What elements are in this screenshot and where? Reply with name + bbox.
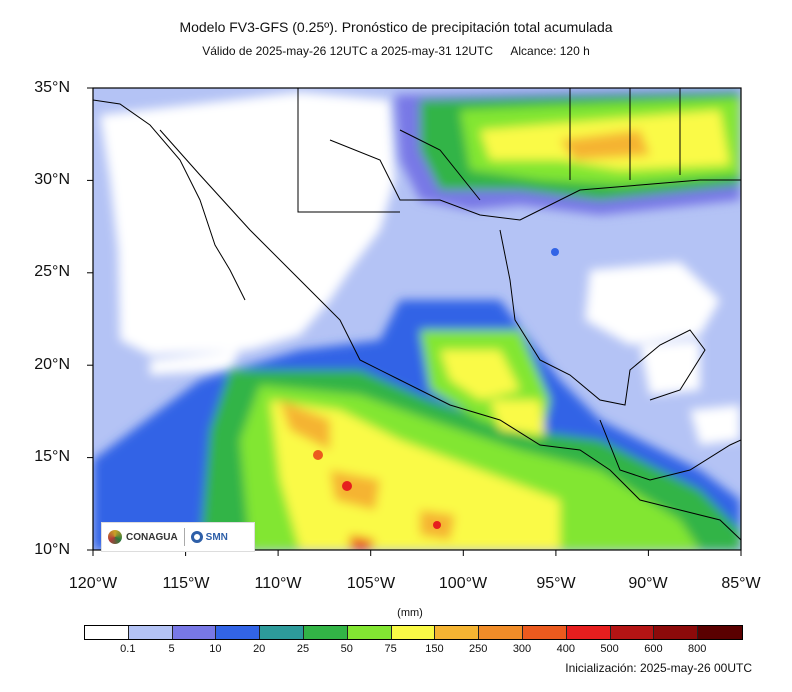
colorbar-tick-label: 0.1: [120, 643, 136, 655]
max-spot: [313, 450, 323, 460]
colorbar-box: [303, 626, 348, 639]
colorbar-tick-label: 400: [556, 643, 575, 655]
rain-spot: [551, 248, 559, 256]
map-subtitle: Válido de 2025-may-26 12UTC a 2025-may-3…: [0, 44, 792, 58]
colorbar-box: [566, 626, 611, 639]
lon-label-90w: 90°W: [628, 575, 668, 592]
coastlines: [93, 88, 741, 541]
colorbar-box: [85, 626, 129, 639]
forecast-range: Alcance: 120 h: [510, 44, 590, 58]
colorbar-box: [698, 626, 742, 639]
lon-label-100w: 100°W: [438, 575, 488, 592]
colorbar-tick-label: 800: [688, 643, 707, 655]
colorbar-box: [128, 626, 173, 639]
max-spot: [342, 481, 352, 491]
rain-areas: [93, 88, 740, 550]
lat-label-35n: 35°N: [34, 79, 70, 96]
colorbar-tick-label: 250: [469, 643, 488, 655]
lat-label-20n: 20°N: [34, 356, 70, 373]
colorbar-tick-label: 75: [384, 643, 397, 655]
colorbar-tick-label: 50: [340, 643, 353, 655]
lon-label-105w: 105°W: [346, 575, 396, 592]
colorbar-box: [260, 626, 304, 639]
lon-label-110w: 110°W: [254, 575, 302, 592]
map-title: Modelo FV3-GFS (0.25º). Pronóstico de pr…: [179, 19, 613, 35]
map-frame: [92, 87, 742, 551]
smn-emblem-icon: [190, 531, 203, 543]
colorbar-unit: (mm): [397, 607, 423, 619]
colorbar-box: [172, 626, 217, 639]
lon-label-115w: 115°W: [162, 575, 210, 592]
lat-label-30n: 30°N: [34, 171, 70, 188]
lon-label-85w: 85°W: [721, 575, 761, 592]
lat-label-10n: 10°N: [34, 541, 70, 558]
colorbar-box: [610, 626, 655, 639]
initialization-time: Inicialización: 2025-may-26 00UTC: [565, 661, 752, 675]
colorbar-box: [216, 626, 261, 639]
lon-label-120w: 120°W: [68, 575, 118, 592]
dry-areas: [100, 92, 740, 445]
lat-label-15n: 15°N: [34, 448, 70, 465]
max-spot: [433, 521, 441, 529]
colorbar-tick-label: 300: [512, 643, 532, 655]
colorbar-box: [522, 626, 567, 639]
colorbar-tick-label: 20: [253, 643, 266, 655]
colorbar-tick-label: 600: [644, 643, 663, 655]
colorbar-tick-label: 5: [168, 643, 175, 655]
colorbar-box: [347, 626, 392, 639]
lon-label-95w: 95°W: [536, 575, 576, 592]
colorbar-tick-label: 25: [296, 643, 310, 655]
colorbar-box: [391, 626, 436, 639]
logo-divider: [183, 528, 185, 546]
colorbar-box: [435, 626, 480, 639]
agency-logo: CONAGUA SMN: [101, 522, 255, 552]
colorbar-tick-label: 10: [209, 643, 222, 655]
colorbar-box: [654, 626, 699, 639]
colorbar-tick-label: 500: [600, 643, 619, 655]
conagua-emblem-icon: [108, 530, 122, 544]
conagua-label: CONAGUA: [126, 531, 178, 543]
lat-label-25n: 25°N: [34, 263, 70, 280]
axis-ticks: [87, 87, 742, 556]
colorbar-box: [479, 626, 523, 639]
smn-label: SMN: [205, 531, 228, 543]
colorbar-tick-label: 150: [425, 643, 444, 655]
valid-period: Válido de 2025-may-26 12UTC a 2025-may-3…: [202, 44, 494, 58]
colorbar: [84, 625, 743, 640]
